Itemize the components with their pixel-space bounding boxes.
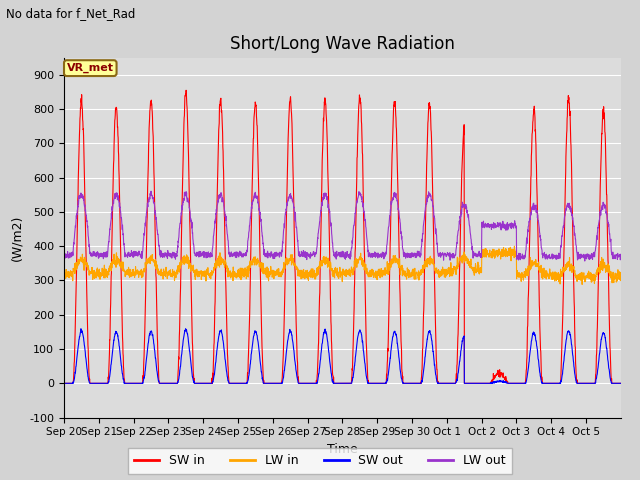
LW out [236,252,244,257]
LW out [542,253,550,259]
SW out [60,381,68,386]
LW out [581,258,589,264]
Legend: SW in, LW in, SW out, LW out: SW in, LW in, SW out, LW out [128,448,512,474]
SW out [376,381,384,386]
SW in [116,200,124,206]
SW in [510,381,518,386]
SW out [510,381,518,386]
SW in [609,381,617,386]
LW in [510,248,518,254]
SW out [77,326,84,332]
LW out [617,255,625,261]
LW in [236,273,244,279]
LW in [609,274,617,279]
SW out [542,381,550,386]
SW out [609,381,617,386]
LW in [60,269,68,275]
X-axis label: Time: Time [327,443,358,456]
Y-axis label: (W/m2): (W/m2) [11,215,24,261]
Text: No data for f_Net_Rad: No data for f_Net_Rad [6,7,136,20]
LW in [542,272,550,278]
LW in [376,269,383,275]
SW in [236,381,244,386]
LW out [376,252,384,257]
LW out [609,255,617,261]
Text: VR_met: VR_met [67,63,114,73]
SW in [542,381,550,386]
LW out [60,252,68,258]
LW out [116,200,124,205]
SW in [60,381,68,386]
LW out [510,220,518,226]
SW out [116,347,124,353]
SW in [376,381,384,386]
SW in [182,87,190,93]
SW out [236,381,244,386]
LW in [579,282,586,288]
SW out [617,381,625,386]
LW in [617,275,625,281]
Line: SW out: SW out [64,329,621,384]
SW in [617,381,625,386]
Line: SW in: SW in [64,90,621,384]
LW out [147,188,155,194]
LW in [116,263,124,269]
Title: Short/Long Wave Radiation: Short/Long Wave Radiation [230,35,455,53]
Line: LW in: LW in [64,246,621,285]
Line: LW out: LW out [64,191,621,261]
LW in [511,243,518,249]
